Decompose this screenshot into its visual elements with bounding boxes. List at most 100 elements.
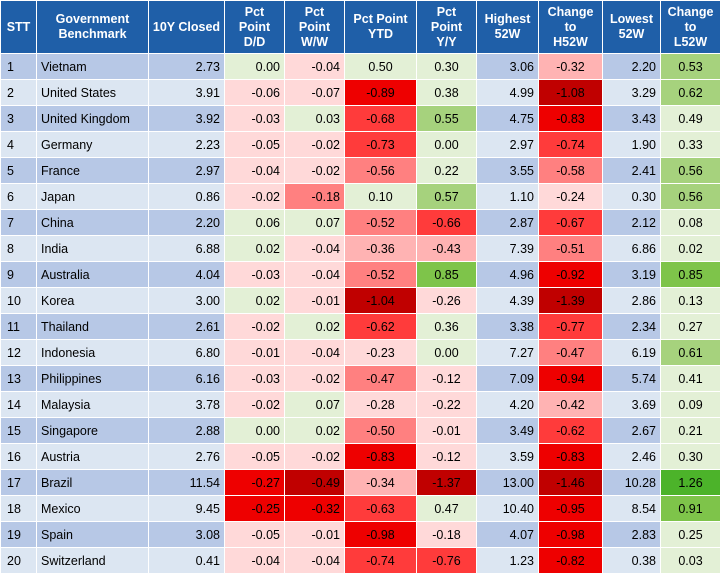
header-cell: STT xyxy=(0,0,37,54)
pct-ww-cell: -0.01 xyxy=(284,521,345,548)
closed-yield-cell: 3.00 xyxy=(148,287,225,314)
pct-ytd-cell: -0.73 xyxy=(344,131,417,158)
header-label: STT xyxy=(6,19,31,34)
change-l52w-cell: 0.53 xyxy=(660,53,720,80)
change-l52w-cell: 0.03 xyxy=(660,547,720,574)
highest-52w-cell: 7.09 xyxy=(476,365,539,392)
highest-52w-cell: 4.07 xyxy=(476,521,539,548)
closed-yield-cell: 2.76 xyxy=(148,443,225,470)
pct-ww-cell: -0.18 xyxy=(284,183,345,210)
stt-cell: 10 xyxy=(0,287,37,314)
pct-dd-cell: -0.03 xyxy=(224,261,285,288)
pct-dd-cell: -0.04 xyxy=(224,157,285,184)
pct-ww-cell: 0.07 xyxy=(284,209,345,236)
stt-cell: 6 xyxy=(0,183,37,210)
pct-yy-cell: -0.66 xyxy=(416,209,477,236)
header-label: Government Benchmark xyxy=(55,12,130,41)
closed-yield-cell: 3.08 xyxy=(148,521,225,548)
lowest-52w-cell: 2.20 xyxy=(602,53,661,80)
pct-dd-cell: 0.02 xyxy=(224,287,285,314)
change-l52w-cell: 0.09 xyxy=(660,391,720,418)
closed-yield-cell: 6.16 xyxy=(148,365,225,392)
header-cell: Change to L52W xyxy=(660,0,720,54)
closed-yield-cell: 11.54 xyxy=(148,469,225,496)
highest-52w-cell: 4.39 xyxy=(476,287,539,314)
pct-ytd-cell: -0.62 xyxy=(344,313,417,340)
pct-ww-cell: -0.02 xyxy=(284,365,345,392)
benchmark-name-cell: Japan xyxy=(36,183,149,210)
change-h52w-cell: -0.42 xyxy=(538,391,603,418)
change-h52w-cell: -0.58 xyxy=(538,157,603,184)
header-cell: 10Y Closed xyxy=(148,0,225,54)
stt-cell: 8 xyxy=(0,235,37,262)
highest-52w-cell: 3.38 xyxy=(476,313,539,340)
pct-dd-cell: -0.06 xyxy=(224,79,285,106)
lowest-52w-cell: 3.43 xyxy=(602,105,661,132)
closed-yield-cell: 6.80 xyxy=(148,339,225,366)
pct-yy-cell: -0.01 xyxy=(416,417,477,444)
benchmark-name-cell: Singapore xyxy=(36,417,149,444)
closed-yield-cell: 2.73 xyxy=(148,53,225,80)
lowest-52w-cell: 2.67 xyxy=(602,417,661,444)
table-row: 8 India 6.88 0.02 -0.04 -0.36 -0.43 7.39 -0.51 6.… xyxy=(0,235,720,262)
pct-yy-cell: 0.00 xyxy=(416,131,477,158)
pct-dd-cell: 0.00 xyxy=(224,53,285,80)
stt-cell: 15 xyxy=(0,417,37,444)
table-row: 15 Singapore 2.88 0.00 0.02 -0.50 -0.01 3.49 -0.… xyxy=(0,417,720,444)
stt-cell: 17 xyxy=(0,469,37,496)
pct-ww-cell: -0.32 xyxy=(284,495,345,522)
change-h52w-cell: -0.77 xyxy=(538,313,603,340)
header-label: Pct Point W/W xyxy=(298,4,331,49)
header-label: Highest 52W xyxy=(484,12,531,41)
change-l52w-cell: 0.91 xyxy=(660,495,720,522)
pct-ytd-cell: 0.50 xyxy=(344,53,417,80)
stt-cell: 14 xyxy=(0,391,37,418)
table-row: 9 Australia 4.04 -0.03 -0.04 -0.52 0.85 4.96 -0.… xyxy=(0,261,720,288)
change-l52w-cell: 0.02 xyxy=(660,235,720,262)
change-l52w-cell: 0.85 xyxy=(660,261,720,288)
pct-ww-cell: 0.07 xyxy=(284,391,345,418)
closed-yield-cell: 3.91 xyxy=(148,79,225,106)
header-label: Pct Point Y/Y xyxy=(430,4,463,49)
lowest-52w-cell: 2.46 xyxy=(602,443,661,470)
pct-yy-cell: -0.43 xyxy=(416,235,477,262)
change-h52w-cell: -0.95 xyxy=(538,495,603,522)
stt-cell: 16 xyxy=(0,443,37,470)
pct-ytd-cell: 0.10 xyxy=(344,183,417,210)
change-h52w-cell: -0.47 xyxy=(538,339,603,366)
change-h52w-cell: -0.51 xyxy=(538,235,603,262)
closed-yield-cell: 2.97 xyxy=(148,157,225,184)
change-l52w-cell: 0.62 xyxy=(660,79,720,106)
change-h52w-cell: -1.08 xyxy=(538,79,603,106)
pct-dd-cell: -0.01 xyxy=(224,339,285,366)
lowest-52w-cell: 2.83 xyxy=(602,521,661,548)
pct-dd-cell: -0.05 xyxy=(224,443,285,470)
lowest-52w-cell: 3.29 xyxy=(602,79,661,106)
header-cell: Highest 52W xyxy=(476,0,539,54)
lowest-52w-cell: 6.19 xyxy=(602,339,661,366)
benchmark-name-cell: United Kingdom xyxy=(36,105,149,132)
table-row: 18 Mexico 9.45 -0.25 -0.32 -0.63 0.47 10.40 -0.9… xyxy=(0,495,720,522)
header-cell: Pct Point W/W xyxy=(284,0,345,54)
change-h52w-cell: -0.94 xyxy=(538,365,603,392)
header-row: STT Government Benchmark 10Y Closed Pct … xyxy=(0,0,720,54)
pct-yy-cell: 0.55 xyxy=(416,105,477,132)
table-row: 12 Indonesia 6.80 -0.01 -0.04 -0.23 0.00 7.27 -0… xyxy=(0,339,720,366)
pct-yy-cell: -0.12 xyxy=(416,365,477,392)
pct-yy-cell: 0.38 xyxy=(416,79,477,106)
change-l52w-cell: 0.49 xyxy=(660,105,720,132)
table-row: 5 France 2.97 -0.04 -0.02 -0.56 0.22 3.55 -0.58 2… xyxy=(0,157,720,184)
pct-dd-cell: 0.00 xyxy=(224,417,285,444)
pct-yy-cell: -0.12 xyxy=(416,443,477,470)
pct-yy-cell: 0.22 xyxy=(416,157,477,184)
pct-ww-cell: -0.04 xyxy=(284,339,345,366)
stt-cell: 4 xyxy=(0,131,37,158)
closed-yield-cell: 9.45 xyxy=(148,495,225,522)
table-row: 17 Brazil 11.54 -0.27 -0.49 -0.34 -1.37 13.00 -1… xyxy=(0,469,720,496)
pct-ytd-cell: -0.47 xyxy=(344,365,417,392)
change-h52w-cell: -0.62 xyxy=(538,417,603,444)
stt-cell: 11 xyxy=(0,313,37,340)
change-l52w-cell: 1.26 xyxy=(660,469,720,496)
pct-ww-cell: -0.02 xyxy=(284,157,345,184)
pct-yy-cell: -0.76 xyxy=(416,547,477,574)
